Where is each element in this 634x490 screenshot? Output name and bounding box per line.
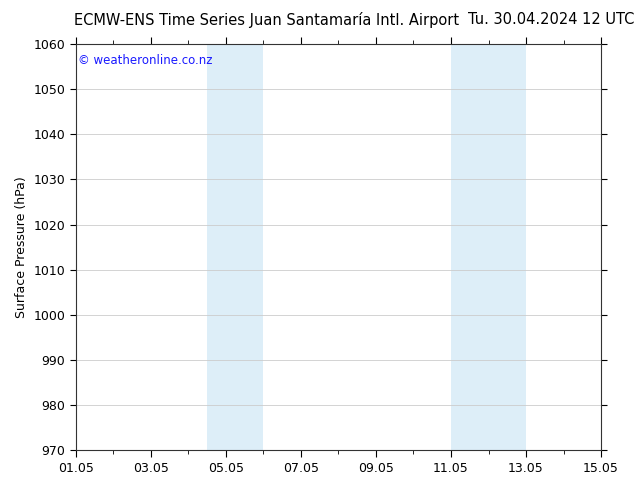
Text: © weatheronline.co.nz: © weatheronline.co.nz xyxy=(79,54,213,67)
Bar xyxy=(451,44,526,450)
Bar xyxy=(207,44,263,450)
Text: ECMW-ENS Time Series Juan Santamaría Intl. Airport: ECMW-ENS Time Series Juan Santamaría Int… xyxy=(74,12,459,28)
Y-axis label: Surface Pressure (hPa): Surface Pressure (hPa) xyxy=(15,176,28,318)
Text: Tu. 30.04.2024 12 UTC: Tu. 30.04.2024 12 UTC xyxy=(469,12,634,27)
